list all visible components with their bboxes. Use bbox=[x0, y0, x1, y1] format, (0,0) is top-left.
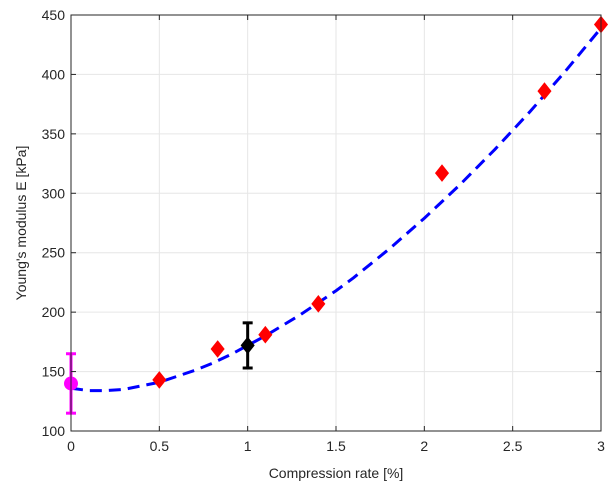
x-tick-label: 0.5 bbox=[150, 438, 170, 454]
y-tick-label: 100 bbox=[42, 423, 66, 439]
y-tick-label: 350 bbox=[42, 126, 66, 142]
y-tick-label: 450 bbox=[42, 7, 66, 23]
tick-marks bbox=[70, 14, 602, 432]
x-axis-label: Compression rate [%] bbox=[269, 465, 404, 481]
data-point-diamond bbox=[210, 340, 225, 358]
x-tick-label: 0 bbox=[67, 438, 75, 454]
x-tick-label: 3 bbox=[597, 438, 605, 454]
data-point-diamond bbox=[258, 325, 273, 344]
data-point-diamond bbox=[240, 336, 255, 355]
x-tick-label: 2 bbox=[420, 438, 428, 454]
fit-curve bbox=[70, 27, 603, 393]
y-tick-label: 300 bbox=[42, 185, 66, 201]
x-tick-label: 2.5 bbox=[503, 438, 523, 454]
data-point-diamond bbox=[311, 295, 326, 313]
y-tick-label: 400 bbox=[42, 66, 66, 82]
x-tick-labels: 0 0.5 1 1.5 2 2.5 3 bbox=[67, 438, 605, 454]
x-tick-label: 1 bbox=[244, 438, 252, 454]
y-axis-label: Young's modulus E [kPa] bbox=[13, 146, 29, 301]
data-point-diamond bbox=[434, 164, 450, 182]
data-point-diamond bbox=[152, 371, 167, 389]
data-point-diamond bbox=[537, 82, 552, 100]
y-tick-label: 200 bbox=[42, 304, 66, 320]
x-tick-label: 1.5 bbox=[326, 438, 346, 454]
y-tick-label: 150 bbox=[42, 364, 66, 380]
y-tick-label: 250 bbox=[42, 245, 66, 261]
y-tick-labels: 100 150 200 250 300 350 400 450 bbox=[42, 7, 66, 439]
fit-curve-layer bbox=[70, 27, 603, 393]
